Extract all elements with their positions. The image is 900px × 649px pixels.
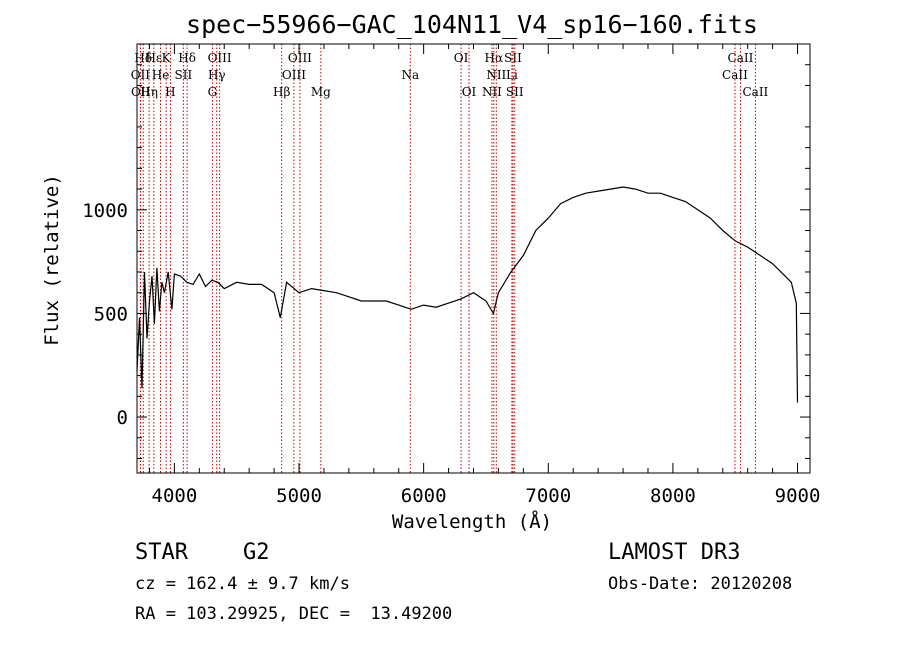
y-tick-label-1: 500	[94, 303, 128, 325]
line-label-15: Na	[401, 68, 419, 82]
line-label-12: SII	[175, 68, 193, 82]
line-label-2: K	[162, 51, 172, 65]
line-label-7: Hα	[485, 51, 504, 65]
plot-frame	[136, 43, 811, 474]
x-axis-label: Wavelength (Å)	[392, 510, 552, 533]
x-tick-label-5: 9000	[775, 485, 821, 507]
coordinates: RA = 103.29925, DEC = 13.49200	[135, 604, 453, 624]
observation-date: Obs-Date: 20120208	[608, 574, 793, 594]
line-label-28: CaII	[742, 85, 768, 99]
x-tick-label-2: 6000	[401, 485, 447, 507]
x-tick-label-4: 8000	[650, 485, 696, 507]
object-class: STAR	[135, 540, 188, 565]
line-label-27: SII	[506, 85, 524, 99]
line-label-24: Mg	[311, 85, 331, 99]
line-label-21: H	[165, 85, 175, 99]
line-label-10: OII	[131, 68, 151, 82]
y-tick-label-2: 1000	[82, 200, 128, 222]
line-label-16: NII	[486, 68, 506, 82]
object-subclass: G2	[243, 540, 270, 565]
redshift-value: cz = 162.4 ± 9.7 km/s	[135, 574, 350, 594]
line-label-20: Hη	[140, 85, 158, 99]
line-label-13: Hγ	[208, 68, 226, 82]
line-label-9: CaII	[728, 51, 754, 65]
line-label-1: Hε	[145, 51, 162, 65]
line-label-0: Hδ	[134, 51, 152, 65]
line-label-19: OII	[131, 85, 151, 99]
line-label-3: Hδ	[178, 51, 196, 65]
line-label-17: Li	[506, 68, 518, 82]
y-tick-label-0: 0	[117, 407, 128, 429]
line-label-11: He	[152, 68, 170, 82]
line-label-18: CaII	[722, 68, 748, 82]
x-tick-label-3: 7000	[525, 485, 571, 507]
line-label-14: OIII	[282, 68, 306, 82]
line-label-22: G	[208, 85, 218, 99]
chart-title: spec−55966−GAC_104N11_V4_sp16−160.fits	[186, 10, 758, 39]
survey-name: LAMOST DR3	[608, 540, 741, 565]
line-label-8: SII	[504, 51, 522, 65]
line-label-4: OIII	[208, 51, 232, 65]
flux-series-line	[136, 186, 799, 403]
line-label-23: Hβ	[273, 85, 290, 99]
line-label-26: NII	[482, 85, 502, 99]
line-label-5: OIII	[288, 51, 312, 65]
line-label-6: OI	[454, 51, 469, 65]
y-axis-label: Flux (relative)	[41, 174, 63, 346]
x-tick-label-0: 4000	[152, 485, 198, 507]
x-tick-label-1: 5000	[276, 485, 322, 507]
line-label-25: OI	[462, 85, 477, 99]
